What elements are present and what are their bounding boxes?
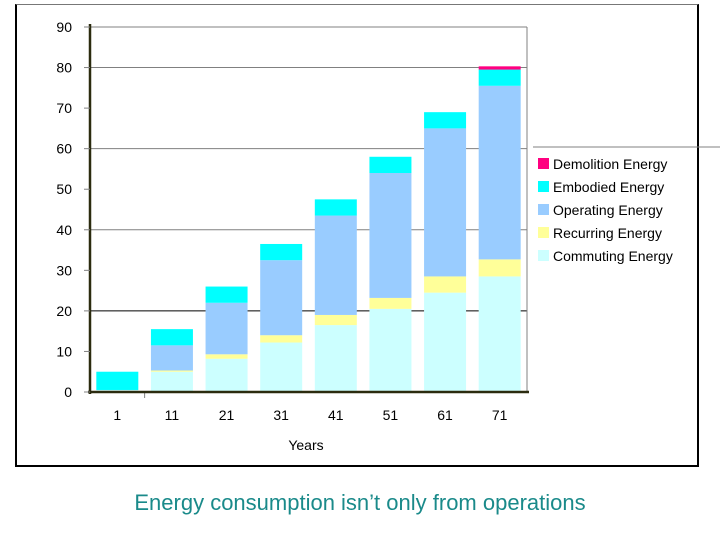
y-tick-label: 50 [56,181,72,197]
y-tick-label: 60 [56,141,72,157]
legend: Demolition Energy Embodied Energy Operatin… [533,146,720,264]
bar-segment-recurring-energy [150,370,193,372]
legend-label: Operating Energy [553,202,663,218]
legend-swatch [538,181,549,192]
bar-segment-commuting-energy [314,325,357,392]
slide-caption: Energy consumption isn’t only from opera… [134,490,586,515]
legend-item: Commuting Energy [538,248,673,264]
y-tick-label: 80 [56,60,72,76]
legend-swatch [538,204,549,215]
bar-segment-demolition-energy [478,66,521,70]
bar-segment-embodied-energy [478,69,521,86]
bar-segment-commuting-energy [478,276,521,392]
bar-segment-recurring-energy [424,276,467,293]
x-tick-label: 31 [273,407,289,423]
bar-segment-embodied-energy [424,112,467,129]
x-tick-label: 71 [492,407,508,423]
y-tick-label: 10 [56,343,72,359]
bar-segment-embodied-energy [150,329,193,346]
bar-segment-operating-energy [424,128,467,277]
bar-segment-embodied-energy [369,156,412,173]
bar-segment-commuting-energy [150,371,193,392]
legend-swatch [538,250,549,261]
bar-segment-operating-energy [478,85,521,260]
bar-segment-recurring-energy [314,314,357,326]
legend-swatch [538,158,549,169]
x-axis-label: Years [288,437,323,453]
y-tick-label: 0 [64,384,72,400]
x-tick-label: 21 [219,407,235,423]
bar-segment-operating-energy [260,260,303,336]
legend-label: Recurring Energy [553,225,662,241]
legend-item: Recurring Energy [538,225,662,241]
legend-label: Embodied Energy [553,179,664,195]
bar-segment-recurring-energy [205,354,248,359]
legend-swatch [538,227,549,238]
bar-segment-operating-energy [150,345,193,371]
bar-segment-operating-energy [205,302,248,355]
legend-label: Demolition Energy [553,156,667,172]
bar-segment-embodied-energy [205,286,248,303]
x-tick-label: 41 [328,407,344,423]
bar-segment-recurring-energy [478,259,521,277]
y-tick-label: 30 [56,262,72,278]
y-tick-label: 40 [56,222,72,238]
bar-segment-embodied-energy [314,199,357,216]
bar-segment-commuting-energy [424,292,467,392]
x-tick-label: 51 [383,407,399,423]
x-tick-label: 61 [437,407,453,423]
x-tick-labels: 1 11 21 31 41 51 61 71 [113,407,507,423]
legend-item: Operating Energy [538,202,663,218]
bars [96,66,521,392]
bar-segment-commuting-energy [205,358,248,392]
x-tick-label: 11 [165,407,180,423]
bar-segment-embodied-energy [96,371,139,390]
bar-segment-operating-energy [369,173,412,298]
y-tick-label: 20 [56,303,72,319]
bar-segment-commuting-energy [369,308,412,392]
bar-segment-commuting-energy [260,342,303,392]
y-tick-label: 90 [56,19,72,35]
legend-label: Commuting Energy [553,248,673,264]
bar-segment-recurring-energy [369,297,412,309]
bar-segment-recurring-energy [260,335,303,343]
bar-segment-embodied-energy [260,243,303,261]
x-tick-label: 1 [113,407,121,423]
legend-item: Demolition Energy [538,156,667,172]
y-tick-labels: 0 10 20 30 40 50 60 70 80 90 [56,19,90,400]
legend-item: Embodied Energy [538,179,664,195]
axes [88,24,529,398]
y-tick-label: 70 [56,100,72,116]
bar-segment-operating-energy [314,215,357,315]
